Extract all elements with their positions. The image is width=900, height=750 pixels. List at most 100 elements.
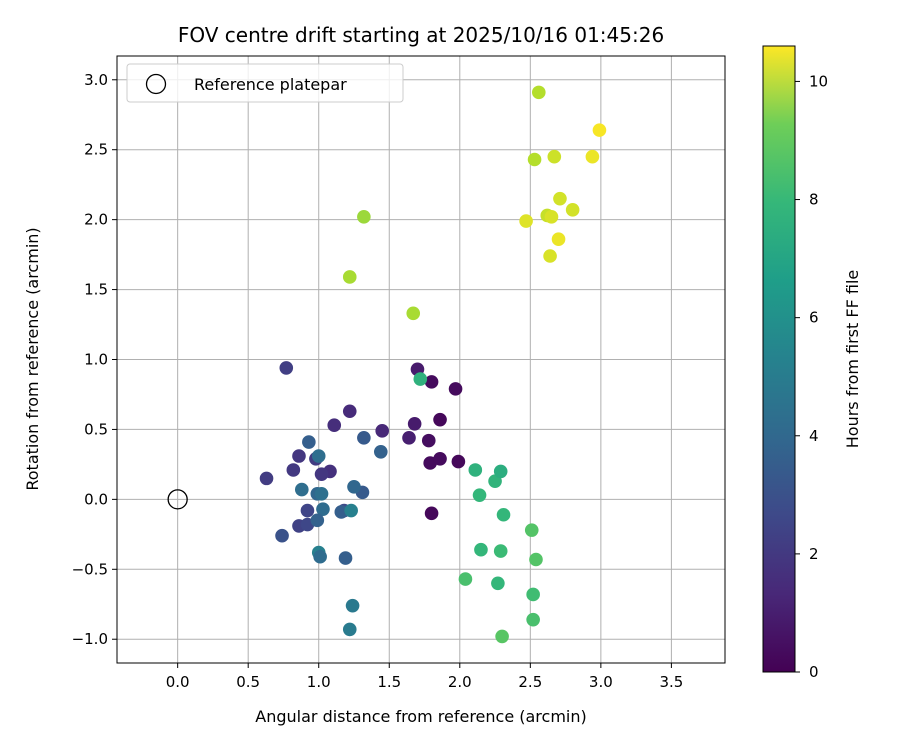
data-point: [342, 404, 357, 419]
y-tick-label: 1.5: [84, 281, 108, 299]
data-point: [342, 622, 357, 637]
y-axis-ticks: −1.0 −0.5 0.0 0.5 1.0 1.5 2.0 2.5 3.0: [72, 71, 117, 648]
data-point: [544, 210, 559, 224]
data-point: [524, 523, 539, 537]
colorbar-tick-label: 10: [809, 72, 828, 90]
colorbar-tick-label: 6: [809, 309, 819, 327]
x-tick-label: 1.0: [307, 673, 331, 691]
data-point: [314, 467, 329, 481]
data-point: [491, 576, 505, 591]
y-tick-label: −0.5: [72, 560, 108, 578]
plot-frame: [116, 55, 726, 664]
data-point: [468, 463, 483, 477]
data-point: [406, 306, 421, 321]
data-point: [495, 629, 509, 644]
legend-marker-icon: [145, 73, 167, 95]
data-point: [526, 612, 540, 627]
y-tick-label: −1.0: [72, 630, 108, 648]
reference-platepar-marker: [167, 489, 188, 510]
data-point: [275, 528, 289, 543]
x-tick-label: 2.0: [448, 673, 472, 691]
data-point: [565, 203, 580, 217]
data-point: [402, 431, 416, 445]
colorbar-ticks: 0 2 4 6 8 10: [795, 72, 828, 681]
data-point: [327, 418, 342, 433]
x-tick-label: 3.0: [589, 673, 613, 691]
x-tick-label: 0.0: [166, 673, 190, 691]
x-tick-label: 2.5: [518, 673, 542, 691]
y-tick-label: 2.0: [84, 211, 108, 229]
data-point: [448, 382, 463, 396]
data-point: [527, 152, 542, 167]
colorbar: 0 2 4 6 8 10 Hours from first FF file: [762, 45, 862, 681]
data-point: [294, 482, 309, 497]
data-point: [259, 471, 274, 486]
data-point: [357, 210, 371, 224]
data-point: [531, 85, 546, 100]
data-point: [547, 149, 562, 164]
data-point: [424, 375, 439, 389]
legend: Reference platepar: [126, 63, 404, 103]
data-point: [551, 232, 566, 247]
x-tick-label: 0.5: [236, 673, 260, 691]
data-points: [259, 85, 607, 644]
data-point: [529, 552, 543, 567]
data-point: [526, 587, 540, 602]
data-point: [311, 449, 326, 463]
data-point: [407, 417, 422, 431]
data-point: [553, 191, 567, 206]
data-point: [316, 502, 330, 516]
data-point: [302, 435, 316, 449]
data-point: [338, 551, 353, 565]
data-point: [493, 464, 508, 479]
data-point: [375, 424, 390, 438]
x-tick-label: 1.5: [377, 673, 401, 691]
y-tick-label: 2.5: [84, 141, 108, 159]
colorbar-gradient: [762, 45, 796, 673]
colorbar-tick-label: 8: [809, 191, 819, 209]
data-point: [310, 513, 325, 528]
data-point: [472, 488, 487, 502]
data-point: [300, 503, 315, 518]
data-point: [496, 507, 511, 522]
y-tick-label: 1.0: [84, 351, 108, 369]
data-point: [424, 506, 439, 521]
data-point: [458, 572, 473, 586]
data-point: [314, 486, 329, 501]
data-point: [493, 544, 508, 558]
colorbar-tick-label: 2: [809, 545, 819, 563]
data-point: [344, 503, 358, 518]
data-point: [413, 372, 428, 386]
data-point: [342, 270, 357, 284]
data-point: [345, 598, 360, 613]
data-point: [543, 249, 557, 263]
data-point: [585, 149, 600, 164]
legend-box: [126, 63, 404, 103]
data-point: [474, 542, 488, 557]
y-tick-label: 3.0: [84, 71, 108, 89]
data-point: [279, 361, 294, 375]
data-point: [373, 445, 388, 459]
data-point: [451, 454, 466, 469]
x-axis-ticks: 0.0 0.5 1.0 1.5 2.0 2.5 3.0 3.5: [166, 663, 683, 691]
x-tick-label: 3.5: [659, 673, 683, 691]
chart-title: FOV centre drift starting at 2025/10/16 …: [178, 23, 664, 47]
data-point: [421, 433, 436, 448]
colorbar-tick-label: 4: [809, 427, 819, 445]
data-point: [357, 431, 371, 445]
data-point: [433, 412, 447, 427]
colorbar-label: Hours from first FF file: [843, 270, 862, 449]
data-point: [592, 123, 607, 137]
data-point: [347, 479, 361, 494]
y-axis-label: Rotation from reference (arcmin): [23, 227, 42, 490]
data-point: [292, 449, 306, 463]
data-point: [313, 549, 327, 564]
x-axis-label: Angular distance from reference (arcmin): [255, 707, 586, 726]
y-tick-label: 0.0: [84, 490, 108, 508]
y-tick-label: 0.5: [84, 420, 108, 438]
legend-entry-label: Reference platepar: [194, 75, 347, 94]
data-point: [519, 214, 533, 228]
grid: [117, 56, 725, 663]
colorbar-tick-label: 0: [809, 663, 819, 681]
